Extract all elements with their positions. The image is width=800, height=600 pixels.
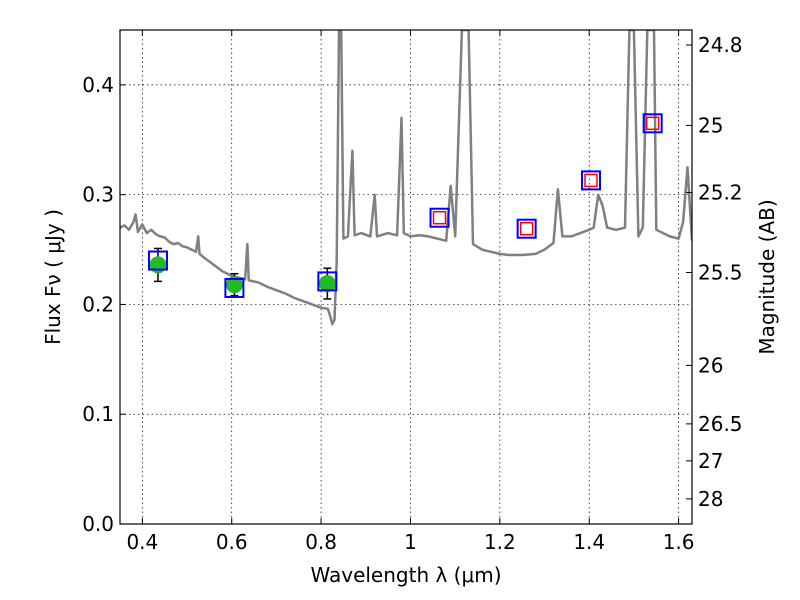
upper-limit-square	[584, 173, 598, 188]
upper-limit-square	[432, 210, 447, 225]
model-square	[224, 277, 245, 298]
x-tick-label: 1	[404, 530, 417, 554]
y-tick-label: 0.4	[82, 73, 114, 97]
y-tick-label: 0.3	[82, 183, 114, 207]
axis-ticks: 0.4 0.6 0.8 1 1.2 1.4 1.6 0.0 0.1 0.2 0.3 0.4 24.8 25…	[82, 30, 743, 554]
x-tick-label: 1.4	[573, 530, 605, 554]
model-square	[147, 250, 168, 271]
x-tick-label: 0.8	[305, 530, 337, 554]
plot-frame	[119, 29, 693, 525]
model-square	[642, 113, 663, 134]
x-tick-label: 1.6	[663, 530, 695, 554]
y-axis-title: Flux Fν ( μJy )	[41, 209, 65, 345]
spectrum-line	[120, 30, 692, 326]
y2-axis-title: Magnitude (AB)	[755, 199, 779, 354]
model-square	[516, 218, 537, 239]
y-tick-label: 0.1	[82, 402, 114, 426]
y-tick-label: 0.0	[82, 512, 114, 536]
y2-tick-label: 26.5	[698, 412, 743, 436]
observed-point	[318, 275, 336, 293]
y2-tick-label: 27	[698, 449, 723, 473]
upper-limit-square	[519, 221, 534, 236]
y2-tick-label: 25	[698, 113, 723, 137]
y2-tick-label: 25.5	[698, 260, 743, 284]
y-tick-label: 0.2	[82, 292, 114, 316]
grid	[120, 30, 692, 524]
plot-area	[120, 30, 692, 326]
model-square	[581, 170, 602, 191]
y2-tick-label: 26	[698, 353, 723, 377]
x-tick-label: 0.6	[216, 530, 248, 554]
x-axis-title: Wavelength λ (μm)	[310, 563, 501, 587]
y2-tick-label: 28	[698, 487, 723, 511]
model-square	[317, 271, 338, 292]
x-tick-label: 0.4	[126, 530, 158, 554]
model-square	[429, 207, 450, 228]
y2-tick-label: 25.2	[698, 180, 743, 204]
upper-limit-square	[645, 116, 660, 131]
y2-tick-label: 24.8	[698, 33, 743, 57]
x-tick-label: 1.2	[484, 530, 516, 554]
